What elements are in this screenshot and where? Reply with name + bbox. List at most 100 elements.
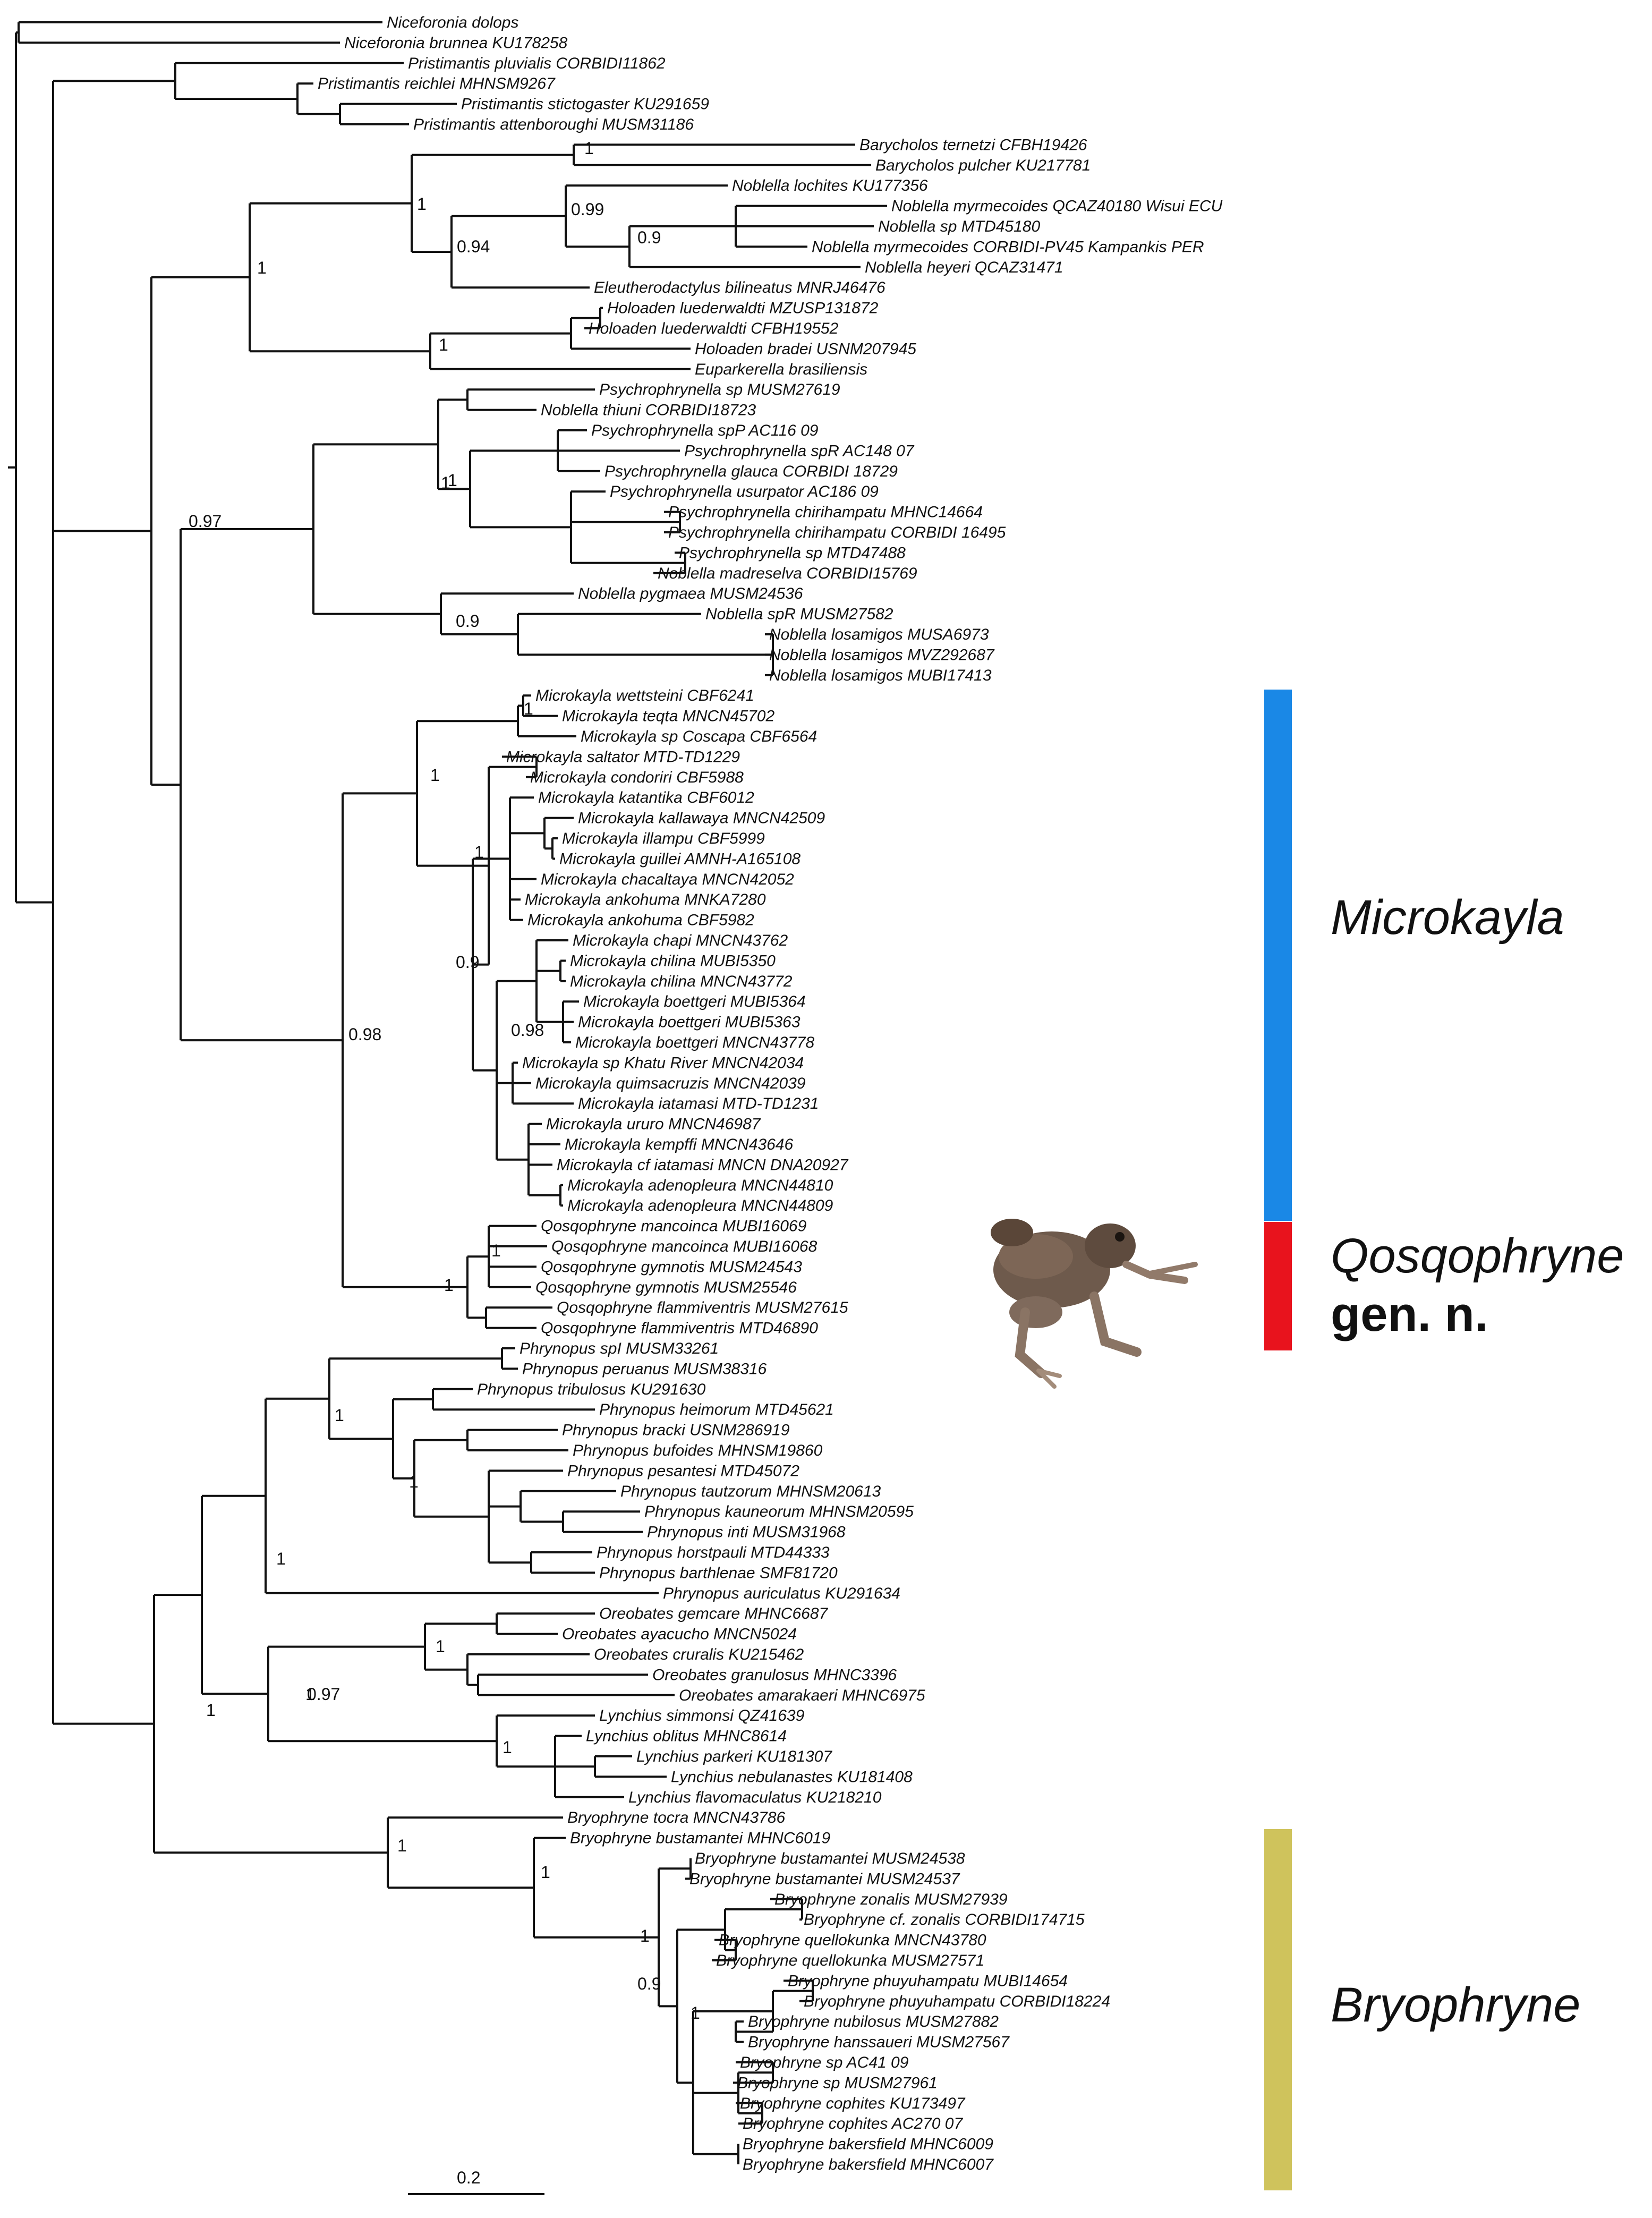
support-value: 0.9 xyxy=(637,228,661,247)
tip-label: Lynchius simmonsi QZ41639 xyxy=(599,1707,805,1724)
tip-label: Phrynopus pesantesi MTD45072 xyxy=(567,1462,799,1480)
tip-label: Pristimantis attenboroughi MUSM31186 xyxy=(413,116,694,133)
support-value: 0.9 xyxy=(456,953,479,972)
tip-label: Bryophryne hanssaueri MUSM27567 xyxy=(748,2034,1010,2051)
tip-label: Qosqophryne gymnotis MUSM24543 xyxy=(541,1258,802,1276)
support-value: 0.9 xyxy=(456,611,479,631)
tip-label: Phrynopus inti MUSM31968 xyxy=(647,1524,846,1541)
tip-label: Microkayla sp Khatu River MNCN42034 xyxy=(522,1054,804,1072)
tip-label: Noblella myrmecoides CORBIDI-PV45 Kampan… xyxy=(812,238,1204,256)
support-value: 0.97 xyxy=(307,1685,340,1704)
tip-labels: Niceforonia dolops Niceforonia brunnea KU… xyxy=(318,14,1223,2173)
tip-label: Noblella sp MTD45180 xyxy=(878,218,1040,235)
tip-label: Microkayla katantika CBF6012 xyxy=(538,789,754,806)
support-value: 1 xyxy=(430,766,440,785)
tip-label: Lynchius parkeri KU181307 xyxy=(636,1748,832,1765)
tip-label: Psychrophrynella sp MTD47488 xyxy=(679,544,906,562)
tip-label: Microkayla boettgeri MNCN43778 xyxy=(575,1034,815,1051)
tip-label: Psychrophrynella spR AC148 07 xyxy=(684,442,915,460)
tip-label: Microkayla boettgeri MUBI5364 xyxy=(583,993,806,1010)
tip-label: Oreobates granulosus MHNC3396 xyxy=(652,1666,897,1684)
tip-label: Phrynopus peruanus MUSM38316 xyxy=(522,1360,767,1378)
support-value: 1 xyxy=(409,1472,419,1491)
support-value: 1 xyxy=(691,2003,700,2022)
tip-label: Phrynopus horstpauli MTD44333 xyxy=(597,1544,830,1561)
tip-label: Niceforonia brunnea KU178258 xyxy=(344,34,568,52)
tip-label: Microkayla wettsteini CBF6241 xyxy=(535,687,754,704)
tip-label: Microkayla iatamasi MTD-TD1231 xyxy=(578,1095,819,1112)
tip-label: Oreobates amarakaeri MHNC6975 xyxy=(679,1687,925,1704)
tip-label: Microkayla quimsacruzis MNCN42039 xyxy=(535,1075,806,1092)
support-value: 1 xyxy=(441,473,450,492)
tip-label: Noblella spR MUSM27582 xyxy=(705,606,893,623)
clade-bar-qosqophryne xyxy=(1264,1222,1292,1350)
support-value: 1 xyxy=(448,471,457,490)
tip-label: Lynchius oblitus MHNC8614 xyxy=(586,1728,787,1745)
tip-label: Noblella losamigos MUSA6973 xyxy=(769,626,989,643)
tip-label: Phrynopus spI MUSM33261 xyxy=(520,1340,719,1357)
tip-label: Pristimantis reichlei MHNSM9267 xyxy=(318,75,556,92)
tip-label: Qosqophryne mancoinca MUBI16068 xyxy=(551,1238,818,1255)
tip-label: Bryophryne bakersfield MHNC6009 xyxy=(743,2136,993,2153)
tip-label: Holoaden luederwaldti MZUSP131872 xyxy=(607,300,879,317)
tree-branches xyxy=(8,21,887,2164)
tip-label: Bryophryne phuyuhampatu CORBIDI18224 xyxy=(804,1993,1110,2010)
tip-label: Noblella myrmecoides QCAZ40180 Wisui ECU xyxy=(891,198,1223,215)
support-value: 1 xyxy=(584,139,594,158)
tip-label: Noblella thiuni CORBIDI18723 xyxy=(541,402,756,419)
tip-label: Noblella madreselva CORBIDI15769 xyxy=(658,565,917,582)
tip-label: Bryophryne bustamantei MHNC6019 xyxy=(570,1830,831,1847)
tip-label: Oreobates gemcare MHNC6687 xyxy=(599,1605,829,1622)
tip-label: Microkayla ururo MNCN46987 xyxy=(546,1116,761,1133)
tip-label: Microkayla chapi MNCN43762 xyxy=(573,932,788,949)
tip-label: Bryophryne sp MUSM27961 xyxy=(737,2074,938,2092)
support-value: 1 xyxy=(335,1406,344,1425)
tip-label: Bryophryne cf. zonalis CORBIDI174715 xyxy=(804,1911,1085,1928)
tip-label: Holoaden bradei USNM207945 xyxy=(695,340,916,358)
tip-label: Microkayla guillei AMNH-A165108 xyxy=(559,850,801,868)
tip-label: Qosqophryne flammiventris MUSM27615 xyxy=(557,1299,848,1316)
tip-label: Qosqophryne gymnotis MUSM25546 xyxy=(535,1279,797,1296)
tip-label: Microkayla condoriri CBF5988 xyxy=(530,769,744,786)
support-value: 1 xyxy=(436,1637,445,1656)
tip-label: Phrynopus tautzorum MHNSM20613 xyxy=(620,1483,881,1500)
tip-label: Psychrophrynella chirihampatu MHNC14664 xyxy=(668,504,983,521)
tip-label: Qosqophryne flammiventris MTD46890 xyxy=(541,1320,818,1337)
tip-label: Microkayla saltator MTD-TD1229 xyxy=(506,748,740,766)
support-value: 1 xyxy=(640,1926,650,1945)
tip-label: Bryophryne bakersfield MHNC6007 xyxy=(743,2156,994,2173)
support-value: 0.97 xyxy=(189,512,222,531)
tip-label: Phrynopus barthlenae SMF81720 xyxy=(599,1564,838,1582)
tip-label: Euparkerella brasiliensis xyxy=(695,361,867,378)
tip-label: Bryophryne sp AC41 09 xyxy=(740,2054,909,2071)
tip-label: Bryophryne cophites AC270 07 xyxy=(743,2115,963,2132)
support-value: 1 xyxy=(206,1701,216,1720)
support-value: 1 xyxy=(474,843,484,862)
tip-label: Microkayla adenopleura MNCN44809 xyxy=(567,1197,833,1214)
tip-label: Pristimantis stictogaster KU291659 xyxy=(461,96,709,113)
clade-bar-microkayla xyxy=(1264,690,1292,1221)
support-value: 0.98 xyxy=(511,1021,544,1040)
tip-label: Noblella losamigos MUBI17413 xyxy=(769,667,992,684)
support-value: 1 xyxy=(397,1836,407,1855)
tip-label: Pristimantis pluvialis CORBIDI11862 xyxy=(408,55,666,72)
tip-label: Barycholos pulcher KU217781 xyxy=(875,157,1091,174)
tip-label: Phrynopus tribulosus KU291630 xyxy=(477,1381,706,1398)
support-value: 1 xyxy=(503,1738,512,1757)
tip-label: Microkayla chilina MNCN43772 xyxy=(570,973,793,990)
tip-label: Oreobates ayacucho MNCN5024 xyxy=(562,1626,797,1643)
support-value: 1 xyxy=(257,258,267,277)
tip-label: Microkayla cf iatamasi MNCN DNA20927 xyxy=(557,1156,849,1174)
support-value: 0.94 xyxy=(457,237,490,256)
tip-label: Niceforonia dolops xyxy=(387,14,518,31)
support-value: 1 xyxy=(491,1241,501,1260)
tip-label: Microkayla chilina MUBI5350 xyxy=(570,952,776,970)
tip-label: Bryophryne tocra MNCN43786 xyxy=(567,1809,786,1826)
tip-label: Phrynopus kauneorum MHNSM20595 xyxy=(644,1503,914,1520)
tip-label: Lynchius flavomaculatus KU218210 xyxy=(628,1789,882,1806)
tip-label: Noblella lochites KU177356 xyxy=(732,177,928,194)
support-value: 1 xyxy=(417,194,427,214)
tip-label: Oreobates cruralis KU215462 xyxy=(594,1646,804,1663)
tip-label: Bryophryne bustamantei MUSM24538 xyxy=(695,1850,965,1867)
